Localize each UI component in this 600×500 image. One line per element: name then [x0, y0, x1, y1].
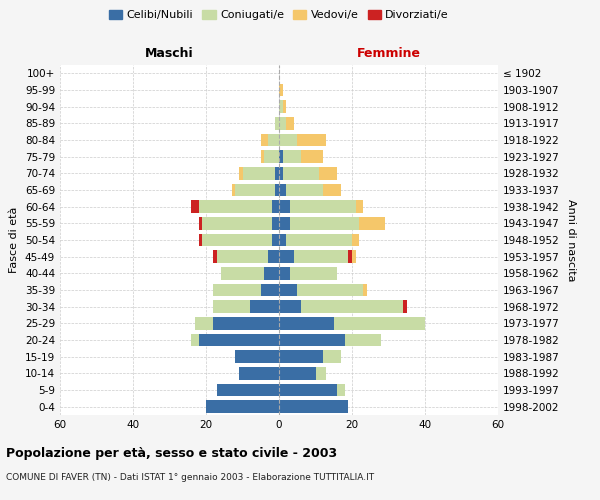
Bar	[214, 284, 261, 296]
Bar	[199, 217, 202, 230]
Bar	[279, 317, 334, 330]
Bar	[191, 334, 199, 346]
Bar	[286, 234, 352, 246]
Bar	[217, 384, 279, 396]
Bar	[301, 150, 323, 163]
Text: Popolazione per età, sesso e stato civile - 2003: Popolazione per età, sesso e stato civil…	[6, 448, 337, 460]
Bar	[214, 300, 250, 313]
Text: Maschi: Maschi	[145, 47, 194, 60]
Bar	[290, 217, 359, 230]
Bar	[268, 134, 279, 146]
Bar	[293, 250, 349, 263]
Bar	[279, 100, 283, 113]
Legend: Celibi/Nubili, Coniugati/e, Vedovi/e, Divorziati/e: Celibi/Nubili, Coniugati/e, Vedovi/e, Di…	[104, 5, 454, 24]
Bar	[279, 267, 290, 280]
Bar	[283, 167, 319, 179]
Bar	[349, 250, 352, 263]
Bar	[250, 300, 279, 313]
Y-axis label: Anni di nascita: Anni di nascita	[566, 198, 576, 281]
Bar	[290, 267, 337, 280]
Text: Femmine: Femmine	[356, 47, 421, 60]
Bar	[352, 234, 359, 246]
Bar	[279, 217, 290, 230]
Bar	[202, 234, 272, 246]
Bar	[272, 200, 279, 213]
Bar	[316, 367, 326, 380]
Bar	[268, 250, 279, 263]
Bar	[214, 250, 217, 263]
Bar	[195, 317, 214, 330]
Bar	[279, 167, 283, 179]
Bar	[265, 150, 279, 163]
Bar	[279, 367, 316, 380]
Bar	[297, 284, 363, 296]
Bar	[301, 300, 403, 313]
Bar	[279, 250, 293, 263]
Y-axis label: Fasce di età: Fasce di età	[10, 207, 19, 273]
Bar	[359, 217, 385, 230]
Bar	[239, 367, 279, 380]
Bar	[279, 117, 286, 130]
Bar	[279, 284, 297, 296]
Bar	[199, 334, 279, 346]
Bar	[283, 100, 286, 113]
Bar	[323, 184, 341, 196]
Bar	[279, 150, 283, 163]
Bar	[261, 134, 268, 146]
Bar	[279, 334, 344, 346]
Bar	[319, 167, 337, 179]
Bar	[283, 150, 301, 163]
Bar	[286, 184, 323, 196]
Bar	[265, 267, 279, 280]
Bar	[337, 384, 344, 396]
Bar	[352, 250, 356, 263]
Bar	[279, 200, 290, 213]
Bar	[232, 184, 235, 196]
Bar	[202, 217, 272, 230]
Bar	[290, 200, 356, 213]
Bar	[206, 400, 279, 413]
Bar	[242, 167, 275, 179]
Text: COMUNE DI FAVER (TN) - Dati ISTAT 1° gennaio 2003 - Elaborazione TUTTITALIA.IT: COMUNE DI FAVER (TN) - Dati ISTAT 1° gen…	[6, 472, 374, 482]
Bar	[323, 350, 341, 363]
Bar	[272, 234, 279, 246]
Bar	[344, 334, 381, 346]
Bar	[279, 184, 286, 196]
Bar	[356, 200, 363, 213]
Bar	[334, 317, 425, 330]
Bar	[275, 167, 279, 179]
Bar	[275, 184, 279, 196]
Bar	[272, 217, 279, 230]
Bar	[261, 150, 265, 163]
Bar	[279, 384, 337, 396]
Bar	[239, 167, 242, 179]
Bar	[297, 134, 326, 146]
Bar	[275, 117, 279, 130]
Bar	[221, 267, 265, 280]
Bar	[363, 284, 367, 296]
Bar	[214, 317, 279, 330]
Bar	[217, 250, 268, 263]
Bar	[199, 200, 272, 213]
Bar	[191, 200, 199, 213]
Bar	[403, 300, 407, 313]
Bar	[279, 134, 297, 146]
Bar	[235, 184, 275, 196]
Bar	[279, 350, 323, 363]
Bar	[279, 400, 349, 413]
Bar	[235, 350, 279, 363]
Bar	[261, 284, 279, 296]
Bar	[279, 84, 283, 96]
Bar	[199, 234, 202, 246]
Bar	[279, 300, 301, 313]
Bar	[279, 234, 286, 246]
Bar	[286, 117, 293, 130]
